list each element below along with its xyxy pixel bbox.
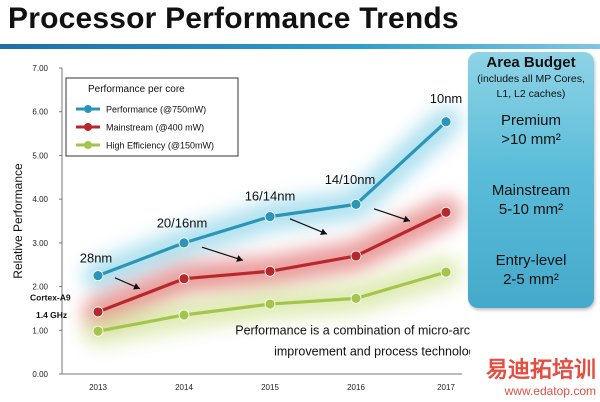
node-arrow-head-0	[133, 283, 140, 290]
y-tick-label: 6.00	[32, 108, 48, 117]
x-tick-label: 2016	[347, 383, 365, 392]
watermark-url: www.edatop.com	[504, 384, 596, 398]
legend-entry-0: Performance (@750mW)	[106, 105, 206, 115]
legend-swatch-marker-2	[84, 141, 92, 149]
node-arrow-3	[373, 208, 411, 222]
series-point-0-4	[440, 116, 452, 128]
x-tick-label: 2015	[261, 383, 279, 392]
series-point-2-4	[440, 266, 452, 278]
node-label-14-10nm: 14/10nm	[325, 172, 376, 187]
entry-level-label: Entry-level	[495, 252, 567, 269]
node-arrow-1	[201, 246, 244, 261]
series-point-0-2	[264, 211, 276, 223]
series-point-2-2	[264, 298, 276, 310]
y-tick-label: 4.00	[32, 195, 48, 204]
cortex-a9-label: Cortex-A9	[30, 293, 71, 303]
series-point-0-0	[92, 270, 104, 282]
series-point-1-3	[350, 250, 362, 262]
legend-swatch-marker-0	[84, 105, 92, 113]
y-tick-label: 7.00	[32, 64, 48, 73]
y-tick-label: 0.00	[32, 370, 48, 379]
premium-label: Premium	[500, 112, 561, 129]
area-budget-title: Area Budget	[486, 54, 576, 71]
series-point-1-4	[440, 206, 452, 218]
series-point-2-1	[178, 309, 190, 321]
mainstream-value: 5-10 mm²	[498, 201, 564, 218]
note-line-1: Performance is a combination of micro-ar…	[235, 324, 470, 338]
node-arrow-head-1	[236, 255, 243, 262]
title-underline	[0, 44, 600, 49]
x-tick-label: 2014	[175, 383, 193, 392]
legend-entry-2: High Efficiency (@150mW)	[106, 141, 214, 151]
y-axis-label: Relative Performance	[11, 163, 25, 279]
cortex-frequency-label: 1.4 GHz	[36, 310, 67, 320]
series-point-2-0	[92, 325, 104, 337]
mainstream-label: Mainstream	[491, 182, 571, 199]
x-tick-label: 2017	[437, 383, 455, 392]
y-tick-label: 2.00	[32, 283, 48, 292]
premium-value: >10 mm²	[501, 131, 561, 148]
legend-title: Performance per core	[88, 84, 185, 95]
node-arrow-head-2	[320, 228, 327, 236]
node-label-20-16nm: 20/16nm	[157, 216, 208, 231]
node-arrow-2	[289, 218, 328, 235]
series-point-1-0	[92, 306, 104, 318]
area-budget-subtitle: (includes all MP Cores, L1, L2 caches)	[477, 73, 585, 100]
performance-chart: 0.00 1.00 2.00 3.00 4.00 5.00 6.00 7.00 2013 2014…	[11, 64, 470, 392]
node-label-16-14nm: 16/14nm	[245, 188, 296, 203]
series-point-1-1	[178, 273, 190, 285]
series-point-2-3	[350, 292, 362, 304]
y-tick-label: 1.00	[32, 326, 48, 335]
x-tick-label: 2013	[89, 383, 107, 392]
page-title: Processor Performance Trends	[8, 2, 459, 35]
watermark: 易迪拓培训 www.edatop.com	[486, 352, 596, 398]
y-tick-label: 5.00	[32, 151, 48, 160]
legend-entry-1: Mainstream (@400 mW)	[106, 123, 204, 133]
node-label-10nm: 10nm	[430, 91, 463, 106]
node-arrow-head-3	[403, 215, 410, 223]
series-point-1-2	[264, 265, 276, 277]
watermark-site-name: 易迪拓培训	[485, 357, 596, 382]
y-tick-label: 3.00	[32, 239, 48, 248]
series-point-0-3	[350, 198, 362, 210]
legend-box	[65, 77, 239, 157]
legend-swatch-marker-1	[84, 123, 92, 131]
node-label-28nm: 28nm	[80, 251, 113, 266]
area-budget-panel: Area Budget (includes all MP Cores, L1, …	[468, 52, 594, 308]
series-point-0-1	[178, 237, 190, 249]
note-line-2: improvement and process technology	[274, 345, 470, 359]
entry-level-value: 2-5 mm²	[503, 271, 559, 288]
